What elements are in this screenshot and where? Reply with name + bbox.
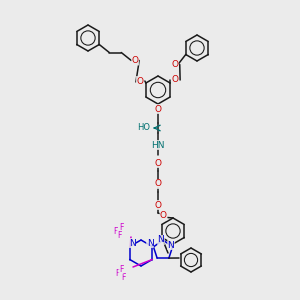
Text: N: N [147, 238, 153, 247]
Text: O: O [154, 200, 161, 209]
Text: O: O [154, 104, 161, 113]
Text: N: N [158, 236, 164, 244]
Text: F: F [113, 226, 117, 236]
Text: F: F [117, 230, 121, 239]
Text: O: O [154, 158, 161, 167]
Text: F: F [119, 265, 123, 274]
Text: HO: HO [137, 124, 151, 133]
Text: O: O [154, 179, 161, 188]
Text: O: O [132, 56, 139, 65]
Text: N: N [168, 241, 174, 250]
Text: O: O [171, 60, 178, 69]
Text: O: O [172, 76, 178, 85]
Text: F: F [119, 223, 123, 232]
Text: F: F [115, 268, 119, 278]
Text: N: N [129, 238, 135, 247]
Text: F: F [121, 272, 125, 281]
Text: O: O [160, 211, 167, 220]
Text: O: O [136, 76, 143, 85]
Text: HN: HN [151, 140, 165, 149]
